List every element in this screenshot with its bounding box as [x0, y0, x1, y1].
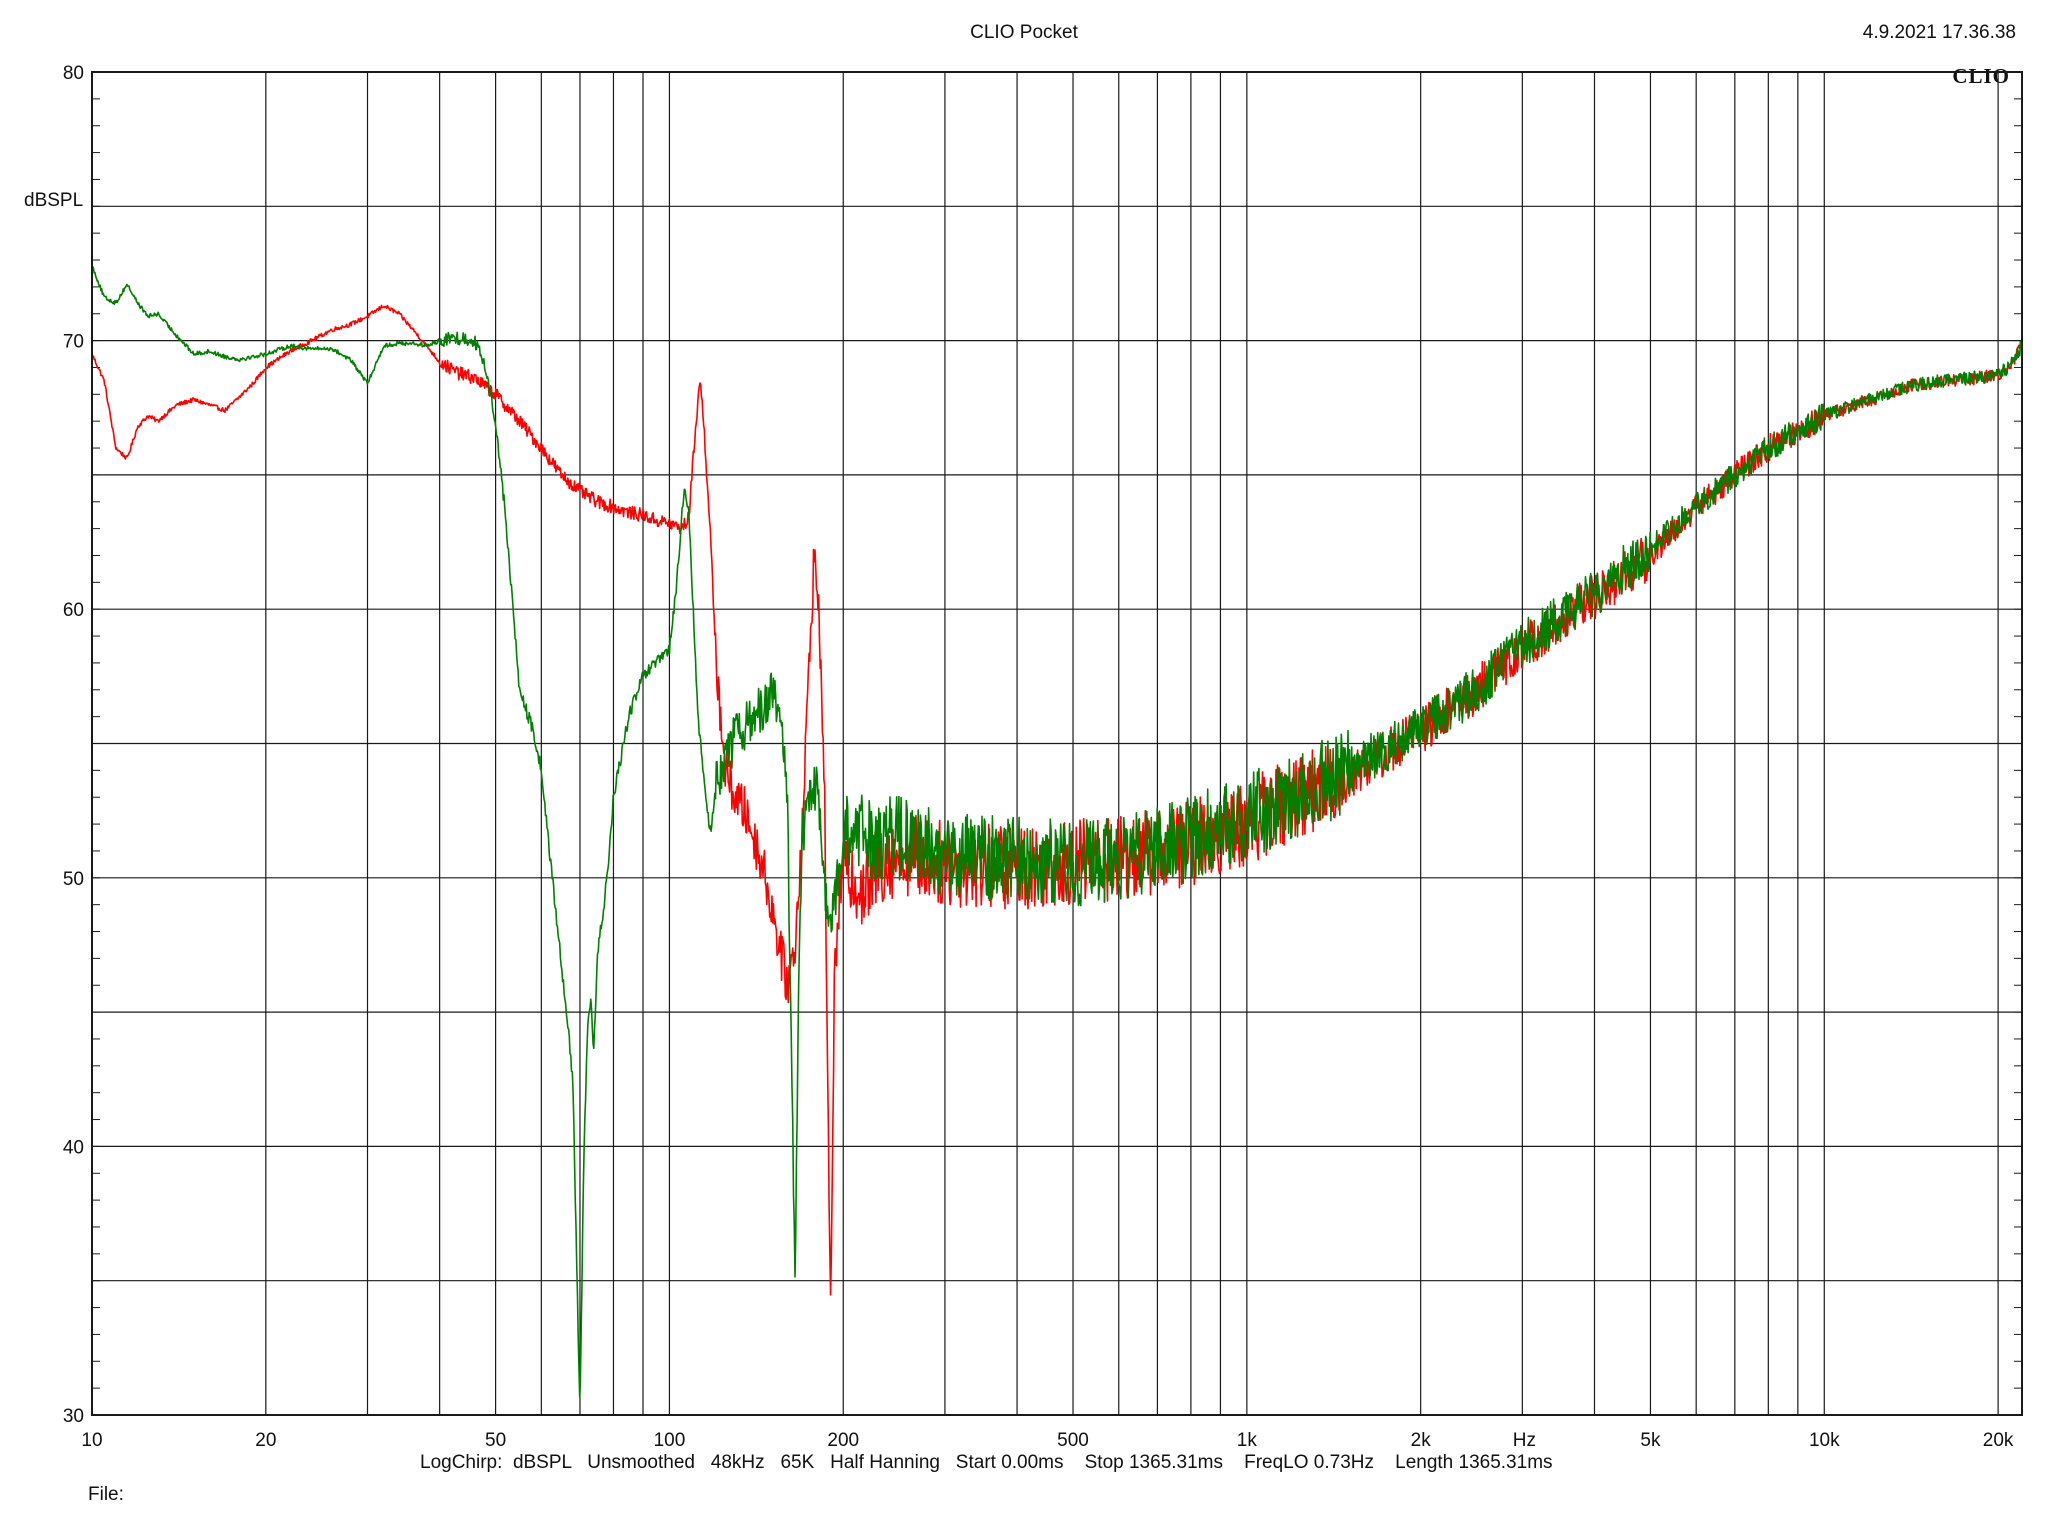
x-tick-label: 50: [485, 1430, 506, 1451]
grid: [91, 71, 2022, 1416]
tick-labels: 80 70 60 50 40 30 10 20 50 100 200 500 1k 2k 5k 10k 20k H…: [63, 63, 2014, 1451]
timestamp: 4.9.2021 17.36.38: [1862, 22, 2016, 43]
series-line-0: [91, 304, 2023, 1296]
chart-title: CLIO Pocket: [970, 22, 1078, 43]
y-tick-label: 60: [63, 600, 84, 621]
y-tick-label: 40: [63, 1137, 84, 1158]
curves: [91, 265, 2023, 1399]
file-label: File:: [88, 1484, 124, 1505]
y-tick-label: 70: [63, 332, 84, 353]
y-tick-label: 30: [63, 1406, 84, 1427]
x-tick-label: 2k: [1411, 1430, 1432, 1451]
x-tick-label: 20k: [1983, 1430, 2014, 1451]
x-tick-label: 10: [81, 1430, 102, 1451]
series-line-1: [91, 265, 2023, 1399]
brand-logo: CLIO: [1952, 64, 2010, 88]
y-tick-label: 80: [63, 63, 84, 84]
x-tick-label: 10k: [1809, 1430, 1840, 1451]
x-tick-label: 5k: [1640, 1430, 1661, 1451]
x-tick-label: 500: [1057, 1430, 1089, 1451]
x-tick-label: 200: [827, 1430, 859, 1451]
x-tick-label: 1k: [1237, 1430, 1258, 1451]
x-axis-unit-label: Hz: [1513, 1430, 1536, 1451]
plot-frame: [91, 71, 2023, 1416]
x-tick-label: 100: [654, 1430, 686, 1451]
y-tick-label: 50: [63, 869, 84, 890]
x-tick-label: 20: [255, 1430, 276, 1451]
y-axis-label: dBSPL: [24, 190, 84, 211]
measurement-settings: LogChirp: dBSPL Unsmoothed 48kHz 65K Hal…: [420, 1452, 1553, 1473]
